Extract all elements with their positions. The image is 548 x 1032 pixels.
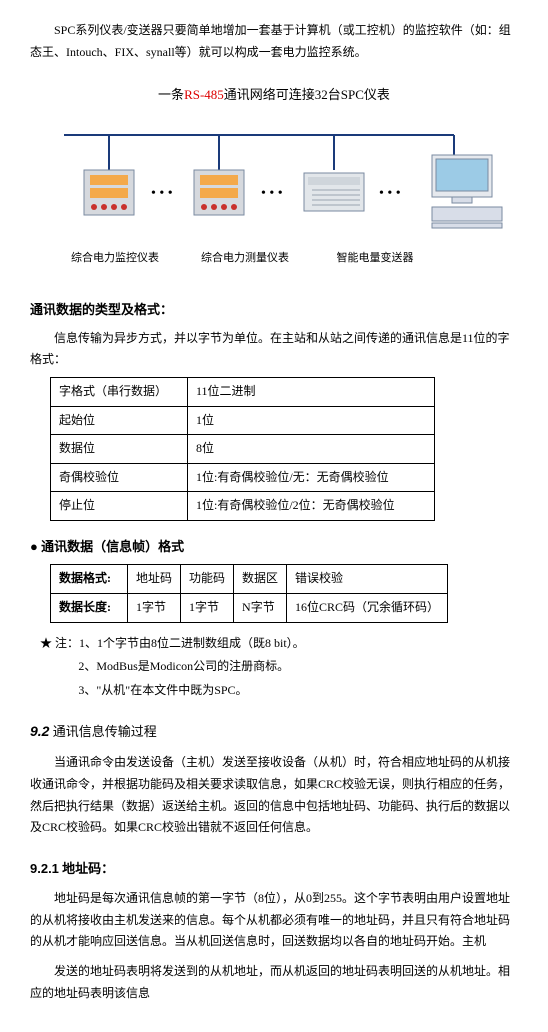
cell: 奇偶校验位 [51, 463, 188, 492]
table-row: 停止位1位:有奇偶校验位/2位：无奇偶校验位 [51, 492, 435, 521]
table-row: 数据位8位 [51, 435, 435, 464]
transducer-icon [304, 173, 364, 211]
section3-title: 9.2 通讯信息传输过程 [30, 719, 518, 744]
diagram-title-prefix: 一条 [158, 87, 184, 102]
section4-para2: 发送的地址码表明将发送到的从机地址，而从机返回的地址码表明回送的从机地址。相应的… [30, 961, 518, 1004]
section4-num: 9.2.1 [30, 861, 59, 876]
cell: 1字节 [128, 593, 181, 622]
cell: 字格式（串行数据） [51, 377, 188, 406]
device3-label: 智能电量变送器 [330, 249, 420, 269]
section1-desc: 信息传输为异步方式，并以字节为单位。在主站和从站之间传递的通讯信息是11位的字格… [30, 328, 518, 371]
cell: 数据区 [234, 565, 287, 594]
frame-format-table: 字格式（串行数据）11位二进制 起始位1位 数据位8位 奇偶校验位1位:有奇偶校… [50, 377, 435, 521]
section4-title: 9.2.1 地址码： [30, 857, 518, 880]
cell: 1位:有奇偶校验位/无：无奇偶校验位 [188, 463, 435, 492]
cell: N字节 [234, 593, 287, 622]
cell: 起始位 [51, 406, 188, 435]
meter2-icon [194, 170, 244, 215]
diagram-svg: • • • • • • • • • [34, 115, 514, 245]
cell: 功能码 [181, 565, 234, 594]
device1-label: 综合电力监控仪表 [70, 249, 160, 269]
cell: 地址码 [128, 565, 181, 594]
row-header: 数据格式: [51, 565, 128, 594]
table-row: 数据长度: 1字节 1字节 N字节 16位CRC码（冗余循环码） [51, 593, 448, 622]
cell: 1字节 [181, 593, 234, 622]
diagram-title: 一条RS-485通讯网络可连接32台SPC仪表 [30, 83, 518, 106]
section4-para1: 地址码是每次通讯信息帧的第一字节（8位），从0到255。这个字节表明由用户设置地… [30, 888, 518, 953]
cell: 1位:有奇偶校验位/2位：无奇偶校验位 [188, 492, 435, 521]
cell: 1位 [188, 406, 435, 435]
section4-text: 地址码： [62, 861, 114, 876]
table-row: 字格式（串行数据）11位二进制 [51, 377, 435, 406]
computer-icon [432, 155, 502, 228]
table-row: 起始位1位 [51, 406, 435, 435]
meter1-icon [84, 170, 134, 215]
section3-num: 9.2 [30, 723, 49, 739]
intro-paragraph: SPC系列仪表/变送器只要简单地增加一套基于计算机（或工控机）的监控软件（如：组… [30, 20, 518, 63]
diagram-title-highlight: RS-485 [184, 87, 224, 102]
table-row: 奇偶校验位1位:有奇偶校验位/无：无奇偶校验位 [51, 463, 435, 492]
diagram-title-suffix: 通讯网络可连接32台SPC仪表 [224, 87, 390, 102]
cell: 停止位 [51, 492, 188, 521]
table-row: 数据格式: 地址码 功能码 数据区 错误校验 [51, 565, 448, 594]
data-format-table: 数据格式: 地址码 功能码 数据区 错误校验 数据长度: 1字节 1字节 N字节… [50, 564, 448, 622]
svg-text:• • •: • • • [151, 186, 173, 201]
svg-text:• • •: • • • [379, 186, 401, 201]
note-3: 3、"从机"在本文件中既为SPC。 [40, 680, 518, 702]
cell: 8位 [188, 435, 435, 464]
section2-heading: ● 通讯数据（信息帧）格式 [30, 535, 518, 558]
row-header: 数据长度: [51, 593, 128, 622]
section3-para: 当通讯命令由发送设备（主机）发送至接收设备（从机）时，符合相应地址码的从机接收通… [30, 752, 518, 838]
cell: 数据位 [51, 435, 188, 464]
note-1: ★ 注：1、1个字节由8位二进制数组成（既8 bit）。 [40, 633, 518, 655]
network-diagram: 一条RS-485通讯网络可连接32台SPC仪表 • • • [30, 83, 518, 268]
device2-label: 综合电力测量仪表 [200, 249, 290, 269]
cell: 16位CRC码（冗余循环码） [287, 593, 448, 622]
section1-heading: 通讯数据的类型及格式： [30, 298, 518, 321]
note-2: 2、ModBus是Modicon公司的注册商标。 [40, 656, 518, 678]
notes-block: ★ 注：1、1个字节由8位二进制数组成（既8 bit）。 2、ModBus是Mo… [40, 633, 518, 702]
cell: 11位二进制 [188, 377, 435, 406]
cell: 错误校验 [287, 565, 448, 594]
svg-text:• • •: • • • [261, 186, 283, 201]
